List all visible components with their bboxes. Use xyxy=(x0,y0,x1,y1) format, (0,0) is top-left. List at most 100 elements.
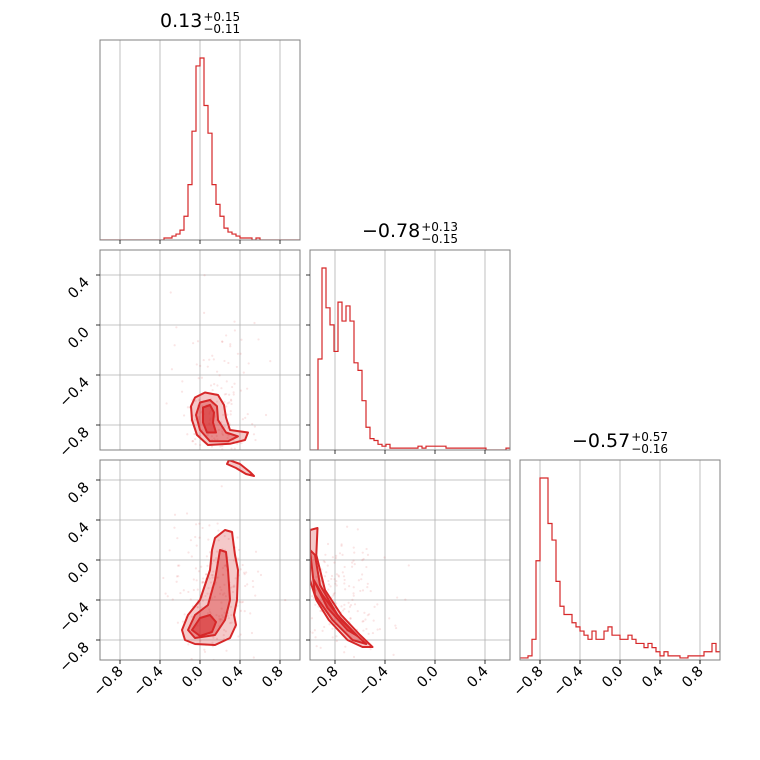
sample-point xyxy=(239,568,242,571)
sample-point xyxy=(284,598,287,602)
sample-point xyxy=(206,365,209,368)
sample-point xyxy=(356,610,359,613)
title-minus-error: −0.15 xyxy=(421,231,459,246)
sample-point xyxy=(306,673,308,675)
sample-point xyxy=(180,390,184,393)
sample-point xyxy=(175,326,178,329)
sample-point xyxy=(233,585,236,588)
sample-point xyxy=(352,592,355,595)
sample-point xyxy=(235,365,238,369)
sample-point xyxy=(186,433,189,436)
sample-point xyxy=(350,676,352,678)
sample-point xyxy=(206,612,210,615)
sample-point xyxy=(186,406,190,409)
sample-point xyxy=(220,614,224,617)
sample-point xyxy=(198,522,201,525)
sample-point xyxy=(229,413,232,416)
sample-point xyxy=(314,636,317,639)
sample-point xyxy=(196,468,198,470)
panel-title: −0.78 +0.13 −0.15 xyxy=(362,220,458,245)
sample-point xyxy=(222,634,225,637)
sample-point xyxy=(233,447,236,450)
sample-point xyxy=(254,469,256,471)
sample-point xyxy=(323,575,327,578)
sample-point xyxy=(241,563,244,567)
sample-point xyxy=(212,570,215,573)
sample-point xyxy=(376,603,379,606)
sample-point xyxy=(303,628,305,630)
sample-point xyxy=(241,418,244,421)
sample-point xyxy=(296,618,298,620)
sample-point xyxy=(181,620,185,623)
sample-point xyxy=(227,616,230,620)
sample-point xyxy=(215,613,218,617)
sample-point xyxy=(231,590,235,594)
panel-2-1 xyxy=(265,459,511,679)
sample-point xyxy=(226,413,229,416)
sample-point xyxy=(307,565,309,567)
sample-point xyxy=(197,418,201,421)
sample-point xyxy=(229,467,231,469)
histogram-step xyxy=(310,267,510,450)
sample-point xyxy=(197,377,200,380)
sample-point xyxy=(252,433,256,436)
sample-point xyxy=(220,387,223,390)
sample-point xyxy=(239,633,242,636)
sample-point xyxy=(217,455,219,457)
sample-point xyxy=(197,490,199,492)
sample-point xyxy=(195,363,198,366)
sample-point xyxy=(343,677,345,679)
sample-point xyxy=(224,454,226,456)
sample-point xyxy=(351,598,354,601)
title-plus-error: +0.13 xyxy=(421,219,459,234)
tick-label-x: −0.4 xyxy=(551,664,587,700)
contour-level xyxy=(191,614,217,637)
sample-point xyxy=(209,384,213,387)
sample-point xyxy=(246,412,249,416)
sample-point xyxy=(233,329,236,332)
tick-label-x: 0.8 xyxy=(679,664,707,692)
sample-point xyxy=(232,439,235,442)
sample-point xyxy=(220,491,222,493)
sample-point xyxy=(254,594,257,597)
sample-point xyxy=(361,620,364,623)
sample-point xyxy=(265,608,267,610)
sample-point xyxy=(366,582,369,585)
sample-point xyxy=(195,579,198,582)
sample-point xyxy=(208,358,211,361)
sample-point xyxy=(362,619,365,623)
sample-point xyxy=(301,402,303,404)
sample-point xyxy=(229,343,232,346)
sample-point xyxy=(182,414,186,417)
sample-point xyxy=(227,361,230,365)
sample-point xyxy=(292,588,294,590)
sample-point xyxy=(334,582,337,585)
sample-point xyxy=(348,585,351,588)
sample-point xyxy=(170,368,174,371)
contours xyxy=(181,460,255,646)
sample-point xyxy=(217,470,219,472)
sample-point xyxy=(210,445,214,448)
sample-point xyxy=(289,603,291,605)
sample-point xyxy=(292,609,294,611)
sample-point xyxy=(335,635,338,638)
sample-point xyxy=(230,399,233,402)
sample-point xyxy=(220,485,223,488)
sample-point xyxy=(197,570,201,573)
sample-point xyxy=(228,401,231,404)
sample-point xyxy=(162,576,165,580)
panels: −0.8 −0.4 0.0 0.4 0.8 −0.8 −0.4 0.0 0.4 −0.8 −0.4 0… xyxy=(57,39,721,700)
sample-point xyxy=(314,603,317,606)
sample-point xyxy=(221,430,224,433)
sample-point xyxy=(244,416,247,419)
sample-point xyxy=(337,574,340,577)
sample-point xyxy=(230,402,233,406)
sample-point xyxy=(214,454,216,456)
sample-point xyxy=(227,537,230,541)
sample-point xyxy=(255,521,257,523)
sample-point xyxy=(195,523,198,526)
sample-point xyxy=(223,534,226,538)
sample-point xyxy=(234,577,237,580)
sample-point xyxy=(352,655,356,659)
tick-label-x: 0.4 xyxy=(639,664,667,692)
